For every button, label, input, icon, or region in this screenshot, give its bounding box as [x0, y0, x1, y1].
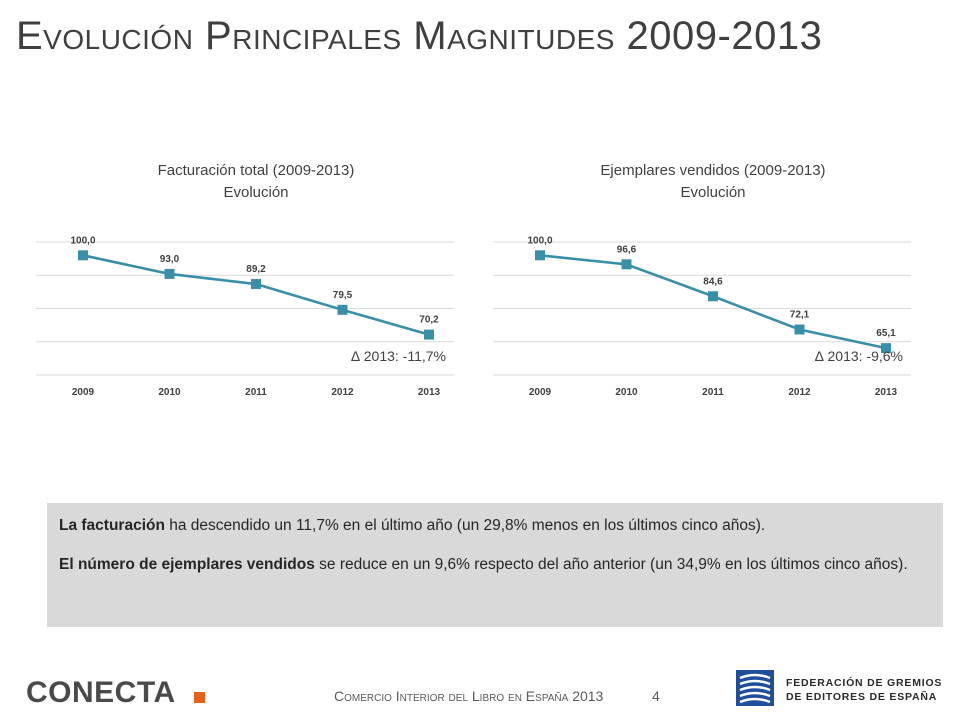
data-label: 72,1	[790, 310, 810, 321]
data-label: 96,6	[617, 244, 637, 255]
x-tick-label: 2013	[418, 387, 441, 398]
chart-subtitle: Evolución	[680, 184, 746, 201]
fge-logo-text: FEDERACIÓN DE GREMIOS DE EDITORES DE ESP…	[786, 676, 942, 704]
line-chart-facturacion: 100,0 93,0 89,2 79,5 70,2 2009 2010 2011 2012 201…	[36, 235, 454, 398]
data-point-marker	[78, 250, 88, 261]
data-point-marker	[881, 343, 891, 354]
conecta-logo: CONECTA	[26, 676, 205, 708]
chart-subtitle: Evolución	[223, 184, 289, 201]
page-title: Evolución Principales Magnitudes 2009-20…	[16, 14, 823, 58]
conecta-logo-text: CONECTA	[26, 676, 176, 708]
data-label: 100,0	[527, 235, 552, 246]
data-point-marker	[708, 291, 718, 302]
data-point-marker	[424, 329, 434, 340]
data-point-marker	[337, 304, 348, 315]
data-point-marker	[251, 279, 261, 290]
x-tick-label: 2009	[72, 387, 95, 398]
chart-title: Ejemplares vendidos (2009-2013)	[600, 162, 826, 179]
x-tick-label: 2010	[158, 387, 181, 398]
data-point-marker	[621, 259, 632, 270]
x-tick-label: 2010	[615, 387, 638, 398]
data-point-marker	[164, 268, 175, 279]
summary-bold: La facturación	[59, 517, 165, 534]
data-label: 100,0	[70, 235, 95, 246]
x-tick-label: 2011	[702, 387, 724, 398]
data-point-marker	[535, 250, 545, 261]
line-chart-ejemplares: 100,0 96,6 84,6 72,1 65,1 2009 2010 2011 2012 201…	[493, 235, 911, 398]
data-label: 65,1	[876, 328, 896, 339]
x-tick-label: 2011	[245, 387, 267, 398]
fge-logo-icon	[736, 670, 774, 706]
summary-box: La facturación ha descendido un 11,7% en…	[47, 503, 943, 627]
chart-title-facturacion: Facturación total (2009-2013) Evolución	[36, 160, 476, 204]
x-tick-label: 2012	[788, 387, 811, 398]
series-line	[539, 254, 887, 350]
page-number: 4	[652, 688, 660, 704]
data-label: 93,0	[160, 254, 180, 265]
data-point-marker	[794, 324, 805, 335]
fge-line-2: DE EDITORES DE ESPAÑA	[786, 691, 938, 703]
delta-annotation: ∆ 2013: -9,6%	[815, 348, 903, 364]
chart-title-ejemplares: Ejemplares vendidos (2009-2013) Evolució…	[493, 160, 933, 204]
footer-text: Comercio Interior del Libro en España 20…	[334, 688, 604, 704]
chart-title: Facturación total (2009-2013)	[157, 162, 355, 179]
data-label: 70,2	[419, 315, 439, 326]
summary-bold: El número de ejemplares vendidos	[59, 556, 315, 573]
data-label: 79,5	[333, 290, 353, 301]
summary-text: se reduce en un 9,6% respecto del año an…	[314, 556, 908, 573]
data-label: 89,2	[246, 264, 266, 275]
x-tick-label: 2009	[529, 387, 552, 398]
x-tick-label: 2012	[331, 387, 354, 398]
x-tick-label: 2013	[875, 387, 898, 398]
conecta-logo-square	[194, 692, 205, 703]
data-label: 84,6	[703, 276, 723, 287]
summary-paragraph-ejemplares: El número de ejemplares vendidos se redu…	[59, 550, 934, 580]
summary-paragraph-facturacion: La facturación ha descendido un 11,7% en…	[59, 511, 934, 541]
summary-text: ha descendido un 11,7% en el último año …	[164, 517, 766, 534]
fge-line-1: FEDERACIÓN DE GREMIOS	[786, 677, 943, 689]
delta-annotation: ∆ 2013: -11,7%	[351, 348, 446, 364]
